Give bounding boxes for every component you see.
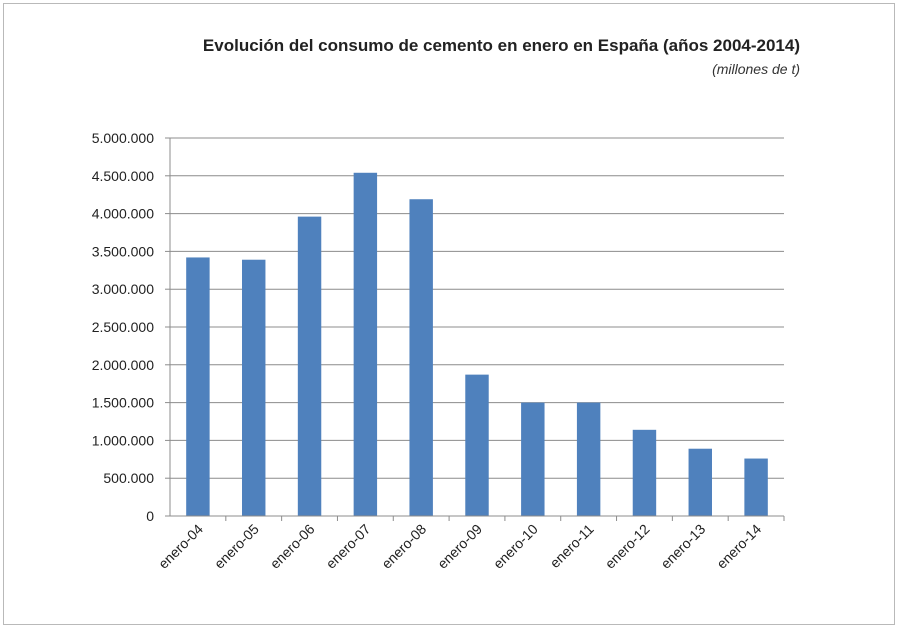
axes xyxy=(169,138,784,517)
y-tick-label: 3.500.000 xyxy=(92,243,154,259)
bar-enero-08 xyxy=(409,199,433,516)
y-tick-label: 4.500.000 xyxy=(92,168,154,184)
y-tick-label: 4.000.000 xyxy=(92,206,154,222)
bar-enero-10 xyxy=(521,402,545,516)
bar-enero-07 xyxy=(353,172,378,516)
x-tick-label: enero-05 xyxy=(211,521,262,572)
y-tick-label: 1.000.000 xyxy=(92,432,154,448)
y-tick-label: 2.500.000 xyxy=(92,319,154,335)
bar-enero-04 xyxy=(186,257,210,516)
chart-subtitle: (millones de t) xyxy=(712,61,800,77)
y-tick-label: 5.000.000 xyxy=(92,130,154,146)
x-tick-label: enero-08 xyxy=(378,521,429,572)
x-tick-label: enero-14 xyxy=(713,521,764,572)
chart-title: Evolución del consumo de cemento en ener… xyxy=(203,36,800,55)
bars xyxy=(186,172,785,521)
x-tick-label: enero-10 xyxy=(490,521,541,572)
chart-frame xyxy=(3,3,895,625)
y-tick-label: 1.500.000 xyxy=(92,395,154,411)
y-tick-label: 0 xyxy=(146,508,154,524)
bar-enero-05 xyxy=(242,259,266,516)
x-tick-label: enero-11 xyxy=(547,521,597,571)
x-axis-tick-labels: enero-04 enero-05 enero-06 enero-07 enero-08… xyxy=(155,521,764,572)
bar-enero-14 xyxy=(744,458,768,516)
y-tick-label: 500.000 xyxy=(103,470,154,486)
x-tick-label: enero-06 xyxy=(267,521,318,572)
bar-enero-09 xyxy=(465,374,489,516)
y-tick-label: 3.000.000 xyxy=(92,281,154,297)
gridlines xyxy=(165,137,784,517)
bar-enero-13 xyxy=(688,448,712,516)
x-tick-label: enero-13 xyxy=(657,521,708,572)
y-tick-label: 2.000.000 xyxy=(92,357,154,373)
y-axis-tick-labels: 0 500.000 1.000.000 1.500.000 2.000.000 2.500… xyxy=(92,130,155,524)
bar-enero-11 xyxy=(576,402,601,516)
x-tick-label: enero-09 xyxy=(434,521,485,572)
bar-enero-12 xyxy=(632,429,657,516)
x-tick-label: enero-07 xyxy=(323,521,374,572)
x-tick-label: enero-12 xyxy=(602,521,653,572)
x-tick-label: enero-04 xyxy=(155,521,206,572)
bar-enero-06 xyxy=(297,216,322,516)
